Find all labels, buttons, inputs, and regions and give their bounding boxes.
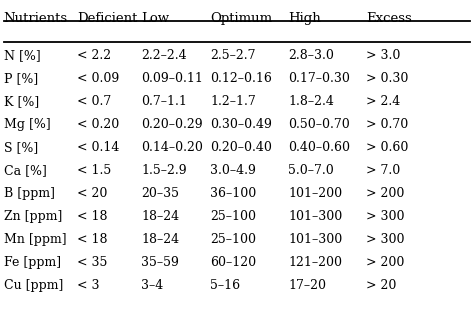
Text: 35–59: 35–59 (141, 256, 179, 269)
Text: < 0.7: < 0.7 (77, 95, 111, 108)
Text: < 1.5: < 1.5 (77, 164, 111, 177)
Text: Optimum: Optimum (210, 12, 272, 25)
Text: 0.14–0.20: 0.14–0.20 (141, 141, 203, 154)
Text: Nutrients: Nutrients (4, 12, 68, 25)
Text: 0.17–0.30: 0.17–0.30 (288, 72, 350, 85)
Text: B [ppm]: B [ppm] (4, 187, 55, 200)
Text: S [%]: S [%] (4, 141, 38, 154)
Text: 20–35: 20–35 (141, 187, 179, 200)
Text: > 0.30: > 0.30 (366, 72, 409, 85)
Text: Deficient: Deficient (77, 12, 137, 25)
Text: 60–120: 60–120 (210, 256, 256, 269)
Text: 1.2–1.7: 1.2–1.7 (210, 95, 256, 108)
Text: 5.0–7.0: 5.0–7.0 (288, 164, 334, 177)
Text: 1.8–2.4: 1.8–2.4 (288, 95, 334, 108)
Text: Ca [%]: Ca [%] (4, 164, 46, 177)
Text: 1.5–2.9: 1.5–2.9 (141, 164, 187, 177)
Text: 18–24: 18–24 (141, 233, 179, 246)
Text: > 2.4: > 2.4 (366, 95, 401, 108)
Text: > 0.70: > 0.70 (366, 118, 409, 131)
Text: 0.40–0.60: 0.40–0.60 (288, 141, 350, 154)
Text: > 200: > 200 (366, 256, 405, 269)
Text: 0.7–1.1: 0.7–1.1 (141, 95, 187, 108)
Text: > 300: > 300 (366, 233, 405, 246)
Text: 121–200: 121–200 (288, 256, 342, 269)
Text: 2.8–3.0: 2.8–3.0 (288, 49, 334, 62)
Text: Zn [ppm]: Zn [ppm] (4, 210, 62, 223)
Text: < 3: < 3 (77, 279, 100, 292)
Text: Excess: Excess (366, 12, 412, 25)
Text: 2.2–2.4: 2.2–2.4 (141, 49, 187, 62)
Text: Cu [ppm]: Cu [ppm] (4, 279, 63, 292)
Text: 25–100: 25–100 (210, 210, 256, 223)
Text: 25–100: 25–100 (210, 233, 256, 246)
Text: 101–300: 101–300 (288, 233, 342, 246)
Text: High: High (288, 12, 321, 25)
Text: 0.20–0.40: 0.20–0.40 (210, 141, 272, 154)
Text: 101–300: 101–300 (288, 210, 342, 223)
Text: < 0.14: < 0.14 (77, 141, 119, 154)
Text: 0.50–0.70: 0.50–0.70 (288, 118, 350, 131)
Text: K [%]: K [%] (4, 95, 39, 108)
Text: > 300: > 300 (366, 210, 405, 223)
Text: Low: Low (141, 12, 169, 25)
Text: 36–100: 36–100 (210, 187, 256, 200)
Text: < 2.2: < 2.2 (77, 49, 111, 62)
Text: 18–24: 18–24 (141, 210, 179, 223)
Text: < 18: < 18 (77, 233, 108, 246)
Text: 17–20: 17–20 (288, 279, 326, 292)
Text: > 0.60: > 0.60 (366, 141, 409, 154)
Text: < 0.20: < 0.20 (77, 118, 119, 131)
Text: < 0.09: < 0.09 (77, 72, 119, 85)
Text: > 20: > 20 (366, 279, 397, 292)
Text: N [%]: N [%] (4, 49, 41, 62)
Text: 0.09–0.11: 0.09–0.11 (141, 72, 203, 85)
Text: 101–200: 101–200 (288, 187, 342, 200)
Text: Mn [ppm]: Mn [ppm] (4, 233, 66, 246)
Text: > 3.0: > 3.0 (366, 49, 401, 62)
Text: > 7.0: > 7.0 (366, 164, 401, 177)
Text: 2.5–2.7: 2.5–2.7 (210, 49, 255, 62)
Text: 0.30–0.49: 0.30–0.49 (210, 118, 272, 131)
Text: Fe [ppm]: Fe [ppm] (4, 256, 61, 269)
Text: Mg [%]: Mg [%] (4, 118, 51, 131)
Text: 3.0–4.9: 3.0–4.9 (210, 164, 256, 177)
Text: < 20: < 20 (77, 187, 108, 200)
Text: > 200: > 200 (366, 187, 405, 200)
Text: < 35: < 35 (77, 256, 108, 269)
Text: 5–16: 5–16 (210, 279, 240, 292)
Text: 0.12–0.16: 0.12–0.16 (210, 72, 272, 85)
Text: < 18: < 18 (77, 210, 108, 223)
Text: 0.20–0.29: 0.20–0.29 (141, 118, 203, 131)
Text: P [%]: P [%] (4, 72, 38, 85)
Text: 3–4: 3–4 (141, 279, 164, 292)
